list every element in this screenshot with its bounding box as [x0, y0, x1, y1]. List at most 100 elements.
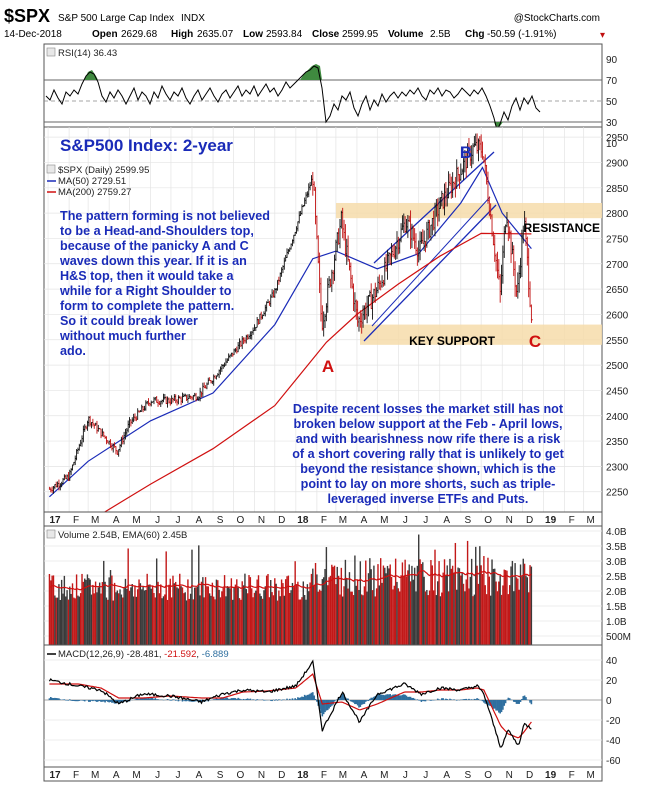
macd-hist-bar [97, 700, 100, 702]
volume-bar [123, 587, 125, 645]
macd-hist-bar [73, 700, 75, 701]
macd-hist-bar [446, 699, 449, 700]
volume-bar [194, 587, 196, 645]
macd-hist-bar [326, 700, 329, 711]
macd-hist-bar [216, 699, 219, 700]
volume-bar [412, 579, 414, 645]
volume-bar [508, 585, 511, 645]
volume-bar [242, 585, 245, 645]
note-right-line: broken below support at the Feb - April … [294, 417, 563, 431]
volume-bar [69, 586, 71, 645]
volume-bar [423, 576, 425, 645]
macd-hist-bar [147, 697, 150, 700]
macd-grid [44, 659, 602, 761]
volume-panel: 4.0B 3.5B 3.0B 2.5B 2.0B 1.5B 1.0B 500M Volume … [43, 525, 631, 646]
rsi-axis: 90 70 50 30 10 [606, 55, 618, 150]
volume-bar [407, 570, 409, 645]
x-tick-label: J [155, 515, 160, 526]
volume-bar [141, 589, 143, 645]
note-left-line: without much further [59, 329, 186, 343]
macd-hist-bar [450, 699, 453, 700]
macd-hist-bar [233, 697, 235, 700]
macd-hist-bar [347, 698, 349, 700]
macd-hist-bar [481, 700, 484, 702]
volume-bar [393, 585, 395, 645]
macd-hist-bar [369, 698, 371, 700]
volume-bar [253, 592, 256, 645]
macd-hist-bar [94, 700, 97, 702]
macd-hist-bar [364, 700, 367, 702]
volume-bar [109, 570, 112, 645]
volume-bar [477, 583, 480, 645]
price-panel: 2950 2900 2850 2800 2750 2700 2650 2600 2550 2500… [43, 126, 629, 523]
macd-hist-bar [362, 700, 364, 705]
macd-hist-bar [306, 694, 309, 700]
volume-bar [168, 584, 170, 645]
volume-bar [305, 599, 307, 645]
volume-bar [111, 575, 113, 645]
volume-bar [217, 580, 219, 645]
volume-bar [96, 592, 98, 645]
volume-bar [373, 565, 375, 645]
volume-bar [200, 581, 203, 645]
volume-bar [213, 596, 215, 645]
volume-legend-swatch [46, 529, 56, 539]
volume-bar [237, 587, 239, 645]
macd-hist-bar [219, 697, 222, 700]
macd-hist-bar [256, 699, 258, 700]
volume-bar [356, 579, 359, 645]
macd-hist-bar [93, 700, 96, 701]
volume-bar [362, 595, 364, 645]
x-tick-label: N [258, 515, 265, 526]
macd-hist-bar [82, 700, 85, 701]
rsi-tick-label: 50 [606, 97, 618, 108]
volume-bar [529, 565, 531, 645]
volume-bar [259, 593, 261, 645]
volume-bar [142, 586, 144, 645]
macd-legend-hist: -6.889 [202, 649, 229, 660]
volume-bar [139, 583, 142, 645]
volume-bar [132, 596, 135, 645]
macd-hist-bar [400, 695, 402, 700]
volume-bar [371, 590, 374, 645]
macd-tick-label: -60 [606, 756, 621, 767]
note-left: The pattern forming is not believed to b… [59, 209, 270, 358]
macd-hist-bar [529, 700, 531, 703]
volume-bar [270, 580, 272, 645]
macd-hist-bar [135, 698, 138, 700]
volume-bar [309, 582, 311, 645]
volume-bar [458, 568, 461, 645]
volume-bar [174, 581, 177, 645]
macd-hist-bar [455, 700, 458, 701]
macd-hist-bar [288, 698, 291, 700]
volume-bar [104, 581, 106, 645]
macd-hist-bar [49, 696, 52, 700]
volume-bar [339, 594, 341, 645]
macd-hist-bar [170, 700, 173, 701]
volume-bar [211, 582, 214, 645]
volume-bar [522, 558, 524, 645]
x-tick-label: A [443, 770, 450, 781]
volume-bar [251, 588, 253, 645]
price-tick-label: 2300 [606, 462, 629, 473]
ma200-legend: MA(200) 2759.27 [58, 187, 131, 198]
volume-bar [166, 599, 169, 645]
macd-hist-bar [351, 700, 353, 702]
volume-bar [401, 562, 404, 645]
macd-hist-bar [238, 698, 241, 700]
x-tick-label: 17 [50, 515, 62, 526]
macd-hist-bar [276, 700, 279, 701]
volume-bar [506, 570, 508, 645]
macd-hist-bar [187, 700, 189, 701]
x-tick-label: F [73, 515, 79, 526]
volume-bar [84, 578, 86, 645]
volume-bar [294, 561, 296, 645]
x-tick-label: A [113, 770, 120, 781]
macd-hist-bar [105, 700, 108, 702]
volume-bar [527, 592, 530, 645]
volume-bar [286, 576, 288, 645]
volume-bar [66, 590, 68, 645]
macd-hist-bar [282, 699, 284, 700]
macd-hist-bar [299, 697, 302, 700]
volume-bar [196, 586, 199, 645]
